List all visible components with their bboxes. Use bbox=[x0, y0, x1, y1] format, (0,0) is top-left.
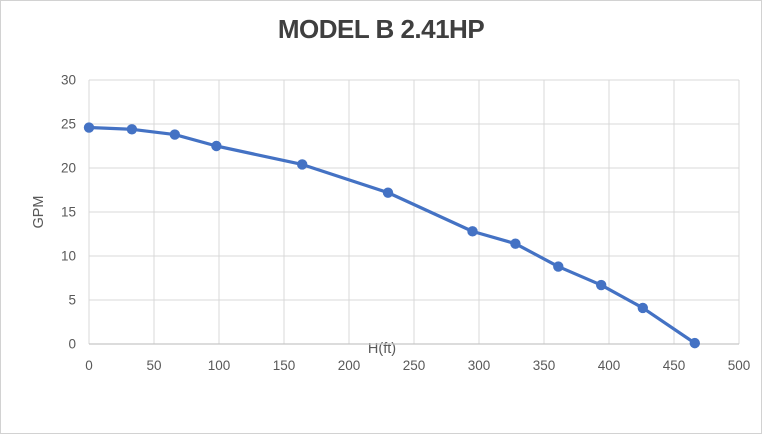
y-tick-label: 20 bbox=[61, 161, 76, 176]
x-tick-label: 0 bbox=[85, 358, 93, 373]
x-tick-label: 400 bbox=[598, 358, 621, 373]
x-tick-label: 300 bbox=[468, 358, 491, 373]
data-point-marker bbox=[169, 129, 180, 140]
y-tick-label: 10 bbox=[61, 249, 76, 264]
series-line bbox=[87, 125, 697, 345]
x-tick-label: 450 bbox=[663, 358, 686, 373]
x-tick-label: 250 bbox=[403, 358, 426, 373]
data-point-marker bbox=[211, 140, 222, 152]
x-tick-label: 500 bbox=[728, 358, 751, 373]
x-tick-label: 200 bbox=[338, 358, 361, 373]
x-tick-label: 350 bbox=[533, 358, 556, 373]
data-point-marker bbox=[297, 159, 308, 170]
y-tick-label: 15 bbox=[61, 205, 76, 220]
data-point-marker bbox=[553, 261, 564, 272]
x-axis-title: H(ft) bbox=[367, 341, 397, 357]
y-tick-label: 0 bbox=[68, 337, 76, 352]
data-point-marker bbox=[126, 124, 138, 135]
data-point-marker bbox=[596, 279, 607, 291]
data-point-marker bbox=[467, 226, 478, 237]
x-tick-label: 150 bbox=[273, 358, 296, 373]
data-point-marker bbox=[637, 302, 648, 314]
data-point-marker bbox=[510, 238, 521, 249]
data-point-marker bbox=[83, 122, 95, 133]
chart-title: MODEL B 2.41HP bbox=[277, 14, 485, 44]
y-tick-label: 30 bbox=[61, 73, 76, 88]
data-point-marker bbox=[382, 187, 394, 198]
data-point-marker bbox=[689, 337, 700, 349]
x-tick-label: 100 bbox=[208, 358, 231, 373]
y-tick-label: 5 bbox=[68, 293, 76, 308]
x-tick-label: 50 bbox=[146, 358, 161, 373]
y-tick-label: 25 bbox=[61, 117, 76, 132]
